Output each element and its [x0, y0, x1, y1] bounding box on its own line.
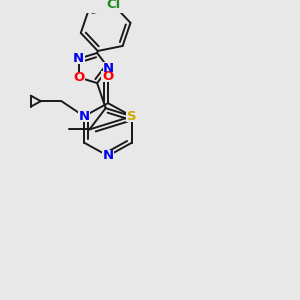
Text: O: O: [102, 70, 114, 83]
Text: Cl: Cl: [106, 0, 121, 11]
Text: N: N: [102, 149, 114, 162]
Bar: [102, 150, 114, 162]
Bar: [103, 62, 115, 74]
Bar: [101, 71, 115, 82]
Bar: [72, 72, 85, 83]
Text: S: S: [127, 110, 137, 123]
Bar: [126, 111, 138, 122]
Text: N: N: [103, 61, 114, 74]
Text: O: O: [73, 71, 84, 84]
Text: N: N: [79, 110, 90, 123]
Bar: [73, 53, 85, 64]
Bar: [78, 111, 90, 122]
Bar: [105, 0, 122, 11]
Text: N: N: [73, 52, 84, 65]
